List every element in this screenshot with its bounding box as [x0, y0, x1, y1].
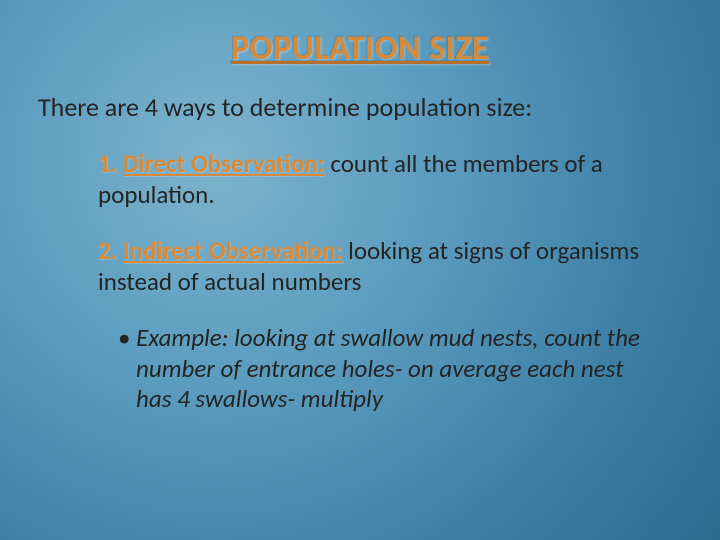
item-1-term: Direct Observation:: [123, 148, 325, 179]
example-item: • Example: looking at swallow mud nests,…: [118, 323, 670, 415]
intro-text: There are 4 ways to determine population…: [38, 91, 720, 123]
slide: POPULATION SIZE There are 4 ways to dete…: [0, 0, 720, 540]
item-1-number: 1.: [98, 148, 123, 179]
item-2: 2. Indirect Observation: looking at sign…: [98, 236, 670, 297]
example-text: Example: looking at swallow mud nests, c…: [136, 322, 640, 414]
item-1: 1. Direct Observation: count all the mem…: [98, 149, 670, 210]
items-block: 1. Direct Observation: count all the mem…: [98, 149, 720, 415]
bullet-icon: •: [118, 322, 136, 353]
item-2-term: Indirect Observation:: [123, 235, 342, 266]
item-2-number: 2.: [98, 235, 123, 266]
slide-title: POPULATION SIZE: [0, 0, 720, 69]
